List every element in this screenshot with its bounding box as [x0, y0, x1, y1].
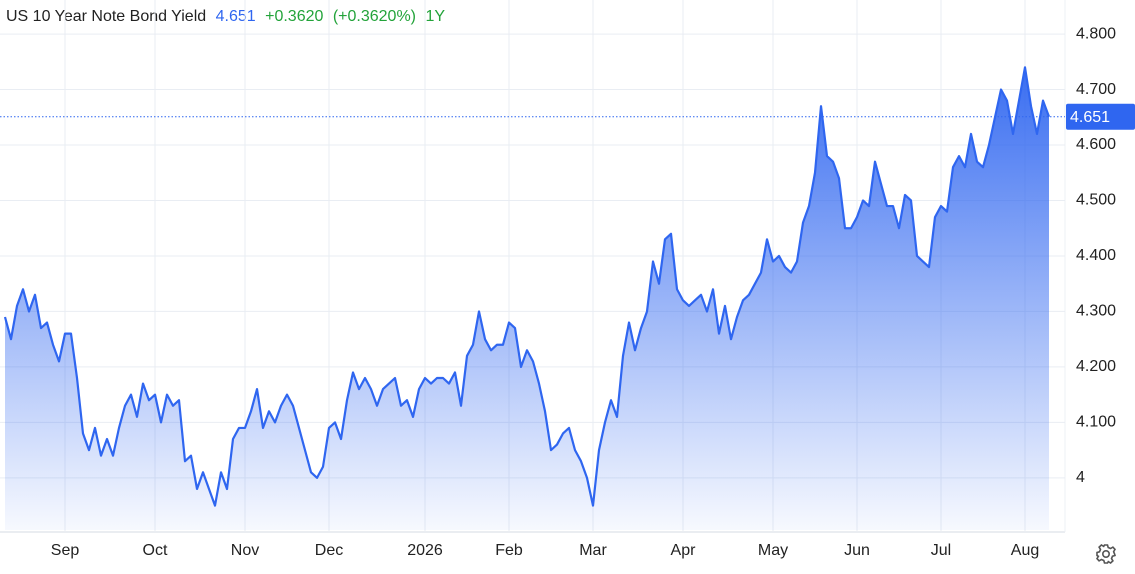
x-tick-label: Sep [51, 542, 80, 559]
settings-icon-center [1101, 549, 1111, 559]
chart-header: US 10 Year Note Bond Yield 4.651 +0.3620… [6, 8, 445, 25]
x-tick-label: 2026 [407, 542, 443, 559]
settings-button[interactable] [1096, 544, 1116, 564]
x-tick-label: Apr [671, 542, 697, 559]
settings-icon-gear [1096, 544, 1116, 564]
header-price: 4.651 [216, 8, 256, 25]
x-tick-label: Dec [315, 542, 343, 559]
header-period: 1Y [425, 8, 445, 25]
x-tick-label: Aug [1011, 542, 1039, 559]
x-tick-label: Nov [231, 542, 259, 559]
x-tick-label: Jul [931, 542, 951, 559]
x-tick-label: Mar [579, 542, 607, 559]
y-tick-label: 4.400 [1076, 247, 1116, 264]
chart-title: US 10 Year Note Bond Yield [6, 8, 206, 25]
header-change-pct: (+0.3620%) [333, 8, 416, 25]
x-tick-label: Oct [143, 542, 168, 559]
y-tick-label: 4.100 [1076, 414, 1116, 431]
y-tick-label: 4.300 [1076, 303, 1116, 320]
x-tick-label: Feb [495, 542, 523, 559]
x-tick-label: May [758, 542, 788, 559]
area-fill [5, 67, 1049, 531]
line [3, 66, 1051, 507]
y-tick-label: 4.700 [1076, 81, 1116, 98]
x-tick-label: Jun [844, 542, 870, 559]
y-tick-label: 4.200 [1076, 358, 1116, 375]
y-tick-label: 4.600 [1076, 136, 1116, 153]
y-tick-label: 4 [1076, 469, 1085, 486]
y-tick-label: 4.800 [1076, 25, 1116, 42]
last-value-label: 4.651 [1070, 109, 1110, 126]
last-value-tag [1066, 103, 1135, 130]
y-tick-label: 4.500 [1076, 192, 1116, 209]
header-change: +0.3620 [265, 8, 323, 25]
